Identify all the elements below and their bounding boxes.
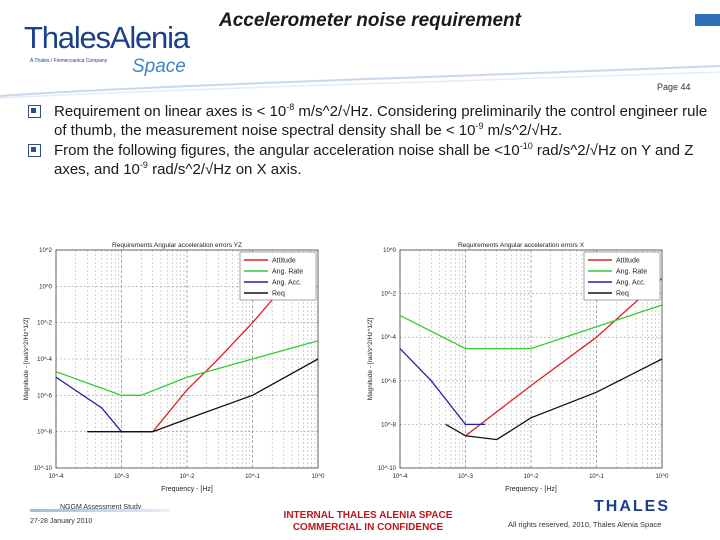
y-tick-label: 10^2 <box>39 248 52 254</box>
legend-label: Req <box>272 291 285 298</box>
bullet-text: Requirement on linear axes is < 10 <box>54 103 287 120</box>
x-tick-label: 10^-2 <box>524 474 539 480</box>
logo-tagline: A Thales / Finmeccanica Company <box>30 58 108 64</box>
series-line <box>399 348 486 426</box>
x-tick-label: 10^-1 <box>589 474 604 480</box>
study-date: 27-28 January 2010 <box>30 518 93 525</box>
bullet-text: rad/s^2/√Hz on Y and Z axes, and 10 <box>54 142 694 178</box>
x-tick-label: 10^-2 <box>180 474 195 480</box>
bullet-item: Requirement on linear axes is < 10-8 m/s… <box>28 102 708 140</box>
x-tick-label: 10^-4 <box>393 474 408 480</box>
confidentiality-notice: INTERNAL THALES ALENIA SPACE COMMERCIAL … <box>268 510 468 534</box>
y-tick-label: 10^-6 <box>37 393 52 399</box>
series-line <box>152 285 285 433</box>
corner-accent <box>695 14 720 26</box>
page-number: Page 44 <box>657 82 691 92</box>
bullet-text: m/s^2/√Hz. <box>483 122 563 139</box>
checkbox-bullet-icon <box>28 144 41 157</box>
plot-yz: 10^-4 10^-3 10^-2 10^-1 10^0 10^2 10^0 10^-2 10^… <box>20 236 340 504</box>
chart-title: Requirements Angular acceleration errors… <box>458 242 585 249</box>
plot-x: 10^-4 10^-3 10^-2 10^-1 10^0 10^0 10^-2 10^-4 10… <box>364 236 684 504</box>
logo-space-word: Space <box>132 56 186 77</box>
series-line <box>465 277 663 437</box>
footer-bar <box>30 509 170 512</box>
series-line <box>445 358 663 441</box>
legend-label: Ang. Rate <box>616 269 647 276</box>
checkbox-bullet-icon <box>28 105 41 118</box>
series-line <box>55 376 153 433</box>
company-logo: ThalesAlenia A Thales / Finmeccanica Com… <box>24 20 194 77</box>
chart-yz: 10^-4 10^-3 10^-2 10^-1 10^0 10^2 10^0 10^-2 10^… <box>23 242 325 493</box>
y-tick-label: 10^-4 <box>381 335 396 341</box>
chart-title: Requirements Angular acceleration errors… <box>112 242 242 249</box>
x-tick-label: 10^0 <box>312 474 325 480</box>
exponent: -9 <box>475 121 484 131</box>
x-axis-label: Frequency - [Hz] <box>161 486 213 493</box>
study-name: NGGM Assessment Study <box>60 504 142 511</box>
x-tick-label: 10^-1 <box>245 474 260 480</box>
conf-line: INTERNAL THALES ALENIA SPACE <box>283 510 453 521</box>
x-tick-label: 10^0 <box>656 474 669 480</box>
x-tick-label: 10^-4 <box>49 474 64 480</box>
exponent: -9 <box>139 160 148 170</box>
legend-label: Attitude <box>616 258 640 265</box>
y-tick-label: 10^-10 <box>34 466 53 472</box>
x-axis-label: Frequency - [Hz] <box>505 486 557 493</box>
x-tick-label: 10^-3 <box>458 474 473 480</box>
footer-study-info: NGGM Assessment Study 27-28 January 2010 <box>30 503 141 527</box>
y-tick-label: 10^-2 <box>37 321 52 327</box>
logo-wordmark: ThalesAlenia <box>24 20 190 55</box>
header-swoosh <box>0 65 720 99</box>
bullet-text: rad/s^2/√Hz on X axis. <box>147 161 302 178</box>
series-line <box>87 358 319 433</box>
copyright: All rights reserved, 2010, Thales Alenia… <box>508 520 662 529</box>
bullet-list: Requirement on linear axes is < 10-8 m/s… <box>28 102 708 180</box>
y-tick-label: 10^-8 <box>37 430 52 436</box>
chart-x: 10^-4 10^-3 10^-2 10^-1 10^0 10^0 10^-2 10^-4 10… <box>367 242 669 493</box>
legend-label: Req <box>616 291 629 298</box>
exponent: -10 <box>519 141 533 151</box>
x-tick-label: 10^-3 <box>114 474 129 480</box>
legend-label: Ang. Acc. <box>616 280 646 287</box>
legend-label: Ang. Rate <box>272 269 303 276</box>
y-tick-label: 10^-6 <box>381 379 396 385</box>
y-tick-label: 10^-2 <box>381 292 396 298</box>
series-line <box>399 304 663 350</box>
exponent: -8 <box>286 102 295 112</box>
y-tick-label: 10^-10 <box>378 466 397 472</box>
thales-logo: THALES <box>594 498 670 515</box>
conf-line: COMMERCIAL IN CONFIDENCE <box>292 522 444 533</box>
y-axis-label: Magnitude - [rad/s^2/Hz^1/2] <box>367 317 374 400</box>
bullet-text: From the following figures, the angular … <box>54 142 520 159</box>
y-tick-label: 10^-8 <box>381 422 396 428</box>
bullet-text: m/s^2/√Hz. Considering preliminarily the… <box>54 103 708 139</box>
series-line <box>55 340 319 396</box>
slide-title: Accelerometer noise requirement <box>218 10 521 31</box>
bullet-item: From the following figures, the angular … <box>28 141 708 179</box>
y-tick-label: 10^-4 <box>37 357 52 363</box>
y-tick-label: 10^0 <box>383 248 396 254</box>
y-tick-label: 10^0 <box>39 284 52 290</box>
legend-label: Attitude <box>272 258 296 265</box>
y-axis-label: Magnitude - [rad/s^2/Hz^1/2] <box>23 317 30 400</box>
legend-label: Ang. Acc. <box>272 280 302 287</box>
